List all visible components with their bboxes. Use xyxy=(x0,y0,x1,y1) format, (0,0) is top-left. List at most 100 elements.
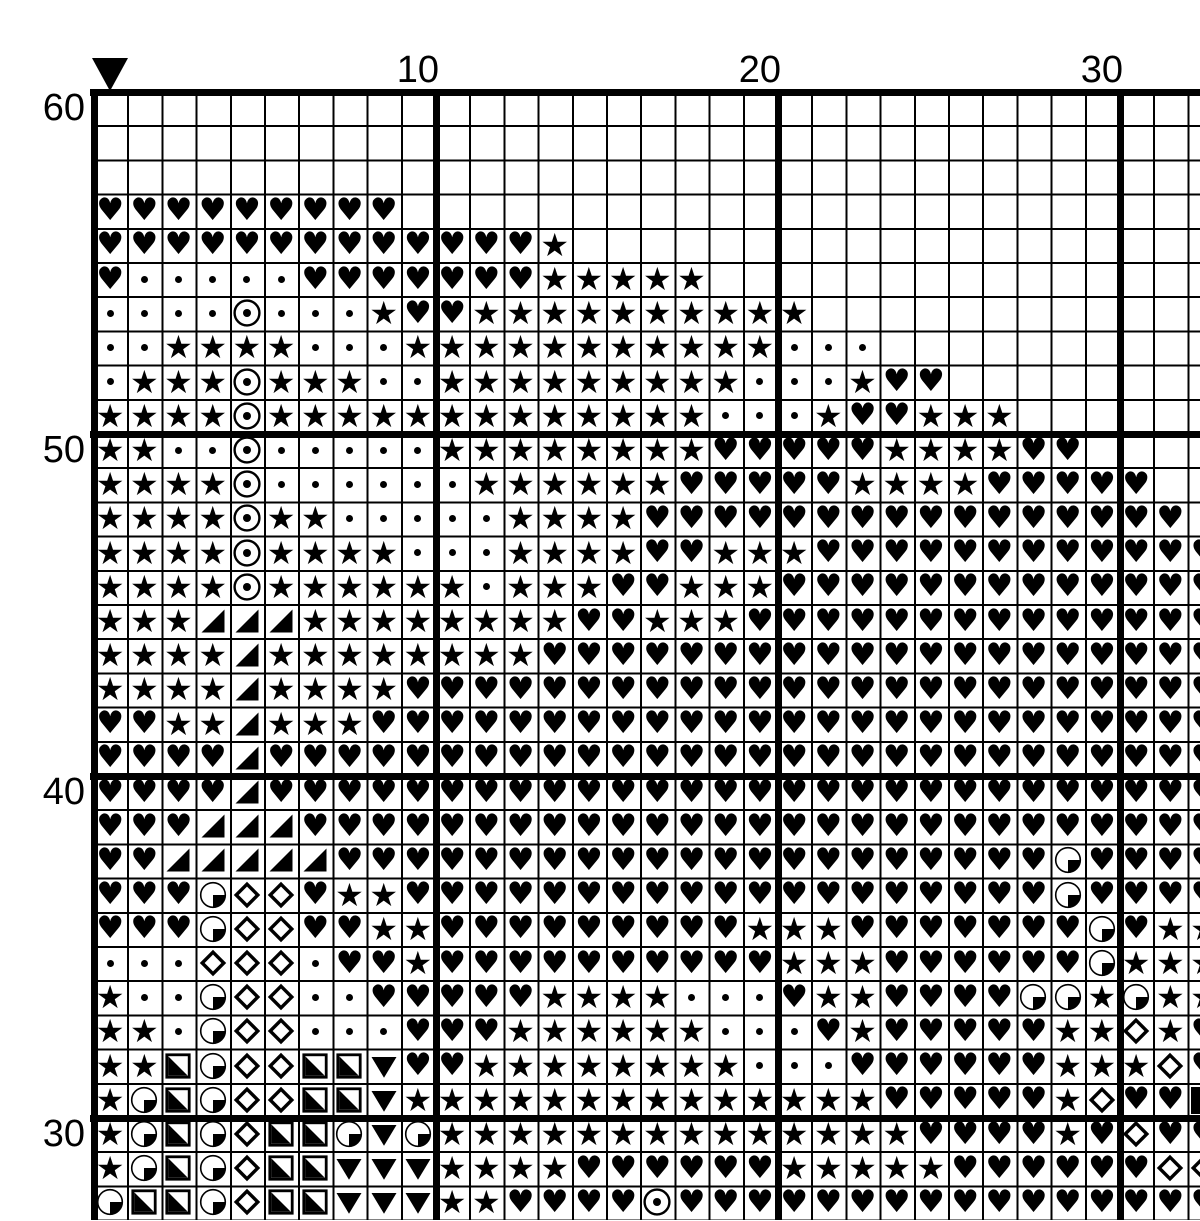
stitch-cell-black-heart: ♥ xyxy=(1187,775,1200,809)
stitch-cell-small-dot xyxy=(298,433,332,467)
stitch-cell-black-star: ★ xyxy=(677,1080,706,1119)
stitch-cell-black-heart: ♥ xyxy=(1122,499,1150,536)
grid-thick-line-horizontal xyxy=(90,88,1200,96)
stitch-cell-black-heart: ♥ xyxy=(745,944,774,981)
stitch-cell-black-heart: ♥ xyxy=(985,876,1014,913)
stitch-cell-black-heart: ♥ xyxy=(780,807,808,844)
stitch-cell-black-heart: ♥ xyxy=(403,260,432,297)
stitch-cell-black-star: ★ xyxy=(677,396,706,435)
stitch-cell-black-star: ★ xyxy=(369,567,399,606)
stitch-cell-black-heart: ♥ xyxy=(1156,670,1185,707)
stitch-cell-black-star: ★ xyxy=(437,1115,467,1154)
stitch-cell-square-lower-left-half-black xyxy=(332,1049,366,1083)
stitch-cell-black-heart: ♥ xyxy=(951,1183,979,1220)
stitch-cell-lower-right-black-triangle xyxy=(230,638,264,672)
stitch-cell-black-heart: ♥ xyxy=(677,636,706,673)
stitch-cell-black-heart: ♥ xyxy=(1053,739,1082,776)
row-label: 60 xyxy=(42,87,85,130)
stitch-cell-black-star: ★ xyxy=(164,362,193,401)
stitch-cell-black-heart: ♥ xyxy=(882,363,911,400)
stitch-cell-black-star: ★ xyxy=(779,944,809,983)
stitch-cell-black-heart: ♥ xyxy=(643,705,672,742)
stitch-cell-black-heart: ♥ xyxy=(130,192,159,229)
stitch-cell-black-star: ★ xyxy=(95,1046,125,1085)
stitch-cell-black-star: ★ xyxy=(984,431,1014,470)
stitch-cell-black-heart: ♥ xyxy=(1156,499,1185,536)
stitch-cell-black-heart: ♥ xyxy=(1087,807,1116,844)
stitch-cell-black-star: ★ xyxy=(471,1080,501,1119)
stitch-cell-black-heart: ♥ xyxy=(1019,739,1048,776)
stitch-cell-black-heart: ♥ xyxy=(1053,431,1082,468)
stitch-cell-black-star: ★ xyxy=(540,533,570,572)
stitch-cell-black-heart: ♥ xyxy=(1019,705,1048,742)
stitch-cell-black-heart: ♥ xyxy=(1187,638,1200,672)
stitch-cell-black-heart: ♥ xyxy=(1053,499,1082,536)
stitch-cell-black-heart: ♥ xyxy=(1122,841,1150,878)
stitch-cell-black-star: ★ xyxy=(608,533,638,572)
stitch-cell-black-star: ★ xyxy=(164,465,193,504)
stitch-cell-circle-lower-right-quadrant-black xyxy=(196,1117,230,1151)
stitch-cell-square-lower-left-half-black xyxy=(298,1117,332,1151)
stitch-cell-square-lower-left-half-black xyxy=(264,1117,298,1151)
stitch-cell-white-diamond xyxy=(230,980,264,1014)
stitch-cell-black-heart: ♥ xyxy=(1187,1049,1200,1083)
stitch-cell-black-heart: ♥ xyxy=(301,910,330,947)
column-label: 20 xyxy=(738,49,782,91)
stitch-cell-black-heart: ♥ xyxy=(438,876,466,913)
stitch-cell-black-heart: ♥ xyxy=(882,1047,911,1084)
stitch-cell-black-heart: ♥ xyxy=(916,499,945,536)
stitch-cell-black-heart: ♥ xyxy=(677,705,706,742)
stitch-cell-circle-lower-right-quadrant-black xyxy=(1016,980,1050,1014)
stitch-cell-black-star: ★ xyxy=(1187,980,1200,1014)
stitch-cell-black-star: ★ xyxy=(779,294,809,333)
stitch-cell-black-heart: ♥ xyxy=(985,807,1014,844)
stitch-cell-white-diamond xyxy=(1119,1014,1153,1048)
stitch-cell-black-heart: ♥ xyxy=(814,534,843,571)
stitch-cell-black-heart: ♥ xyxy=(985,534,1014,571)
stitch-cell-black-heart: ♥ xyxy=(951,534,979,571)
stitch-cell-black-star: ★ xyxy=(129,533,159,572)
stitch-cell-black-star: ★ xyxy=(882,431,912,470)
stitch-cell-black-heart: ♥ xyxy=(780,739,808,776)
stitch-cell-black-star: ★ xyxy=(266,704,296,743)
stitch-cell-black-star: ★ xyxy=(574,1012,604,1051)
stitch-cell-black-heart: ♥ xyxy=(335,910,364,947)
stitch-cell-black-heart: ♥ xyxy=(643,807,672,844)
stitch-cell-black-star: ★ xyxy=(574,533,604,572)
stitch-cell-black-heart: ♥ xyxy=(1156,739,1185,776)
stitch-cell-small-dot xyxy=(367,433,401,467)
stitch-cell-black-heart: ♥ xyxy=(848,876,877,913)
stitch-cell-black-star: ★ xyxy=(266,328,296,367)
stitch-cell-black-heart: ♥ xyxy=(574,876,603,913)
stitch-cell-black-heart: ♥ xyxy=(472,841,501,878)
stitch-cell-small-dot xyxy=(332,467,366,501)
stitch-cell-black-heart: ♥ xyxy=(1019,1183,1048,1220)
stitch-cell-black-heart: ♥ xyxy=(96,192,124,229)
stitch-cell-black-star: ★ xyxy=(574,978,604,1017)
grid-thick-line-horizontal xyxy=(90,1114,1200,1122)
stitch-cell-black-heart: ♥ xyxy=(1156,1183,1185,1220)
stitch-cell-white-diamond xyxy=(230,912,264,946)
stitch-cell-black-star: ★ xyxy=(574,294,604,333)
stitch-cell-black-heart: ♥ xyxy=(1019,1149,1048,1186)
stitch-cell-black-down-triangle xyxy=(401,1151,435,1185)
stitch-cell-white-diamond xyxy=(230,1185,264,1219)
stitch-cell-small-dot xyxy=(161,946,195,980)
stitch-cell-black-star: ★ xyxy=(677,328,706,367)
stitch-cell-black-heart: ♥ xyxy=(438,739,466,776)
stitch-cell-black-heart: ♥ xyxy=(1122,1183,1150,1220)
stitch-cell-small-dot xyxy=(367,365,401,399)
stitch-cell-black-heart: ♥ xyxy=(643,670,672,707)
stitch-cell-small-dot xyxy=(743,1049,777,1083)
stitch-cell-black-heart: ♥ xyxy=(403,1012,432,1049)
stitch-cell-black-heart: ♥ xyxy=(1187,741,1200,775)
stitch-cell-black-star: ★ xyxy=(335,875,364,914)
stitch-cell-black-heart: ♥ xyxy=(745,705,774,742)
stitch-cell-black-star: ★ xyxy=(300,636,330,675)
stitch-cell-small-dot xyxy=(332,1014,366,1048)
stitch-cell-black-star: ★ xyxy=(745,328,775,367)
stitch-cell-black-star: ★ xyxy=(1121,1046,1151,1085)
stitch-cell-black-star: ★ xyxy=(540,396,570,435)
stitch-cell-black-star: ★ xyxy=(164,567,193,606)
stitch-cell-circled-dot xyxy=(230,467,264,501)
